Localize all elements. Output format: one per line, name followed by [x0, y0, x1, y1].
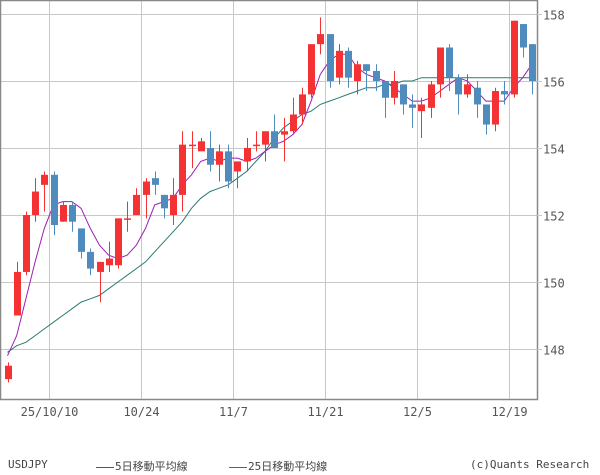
- candle: [520, 24, 527, 48]
- candle: [23, 215, 30, 272]
- y-axis: 148 150 152 154 156 158: [537, 9, 565, 358]
- x-tick-label: 25/10/10: [21, 405, 79, 419]
- candle: [483, 104, 490, 125]
- candle: [51, 174, 58, 226]
- y-tick-label: 154: [543, 143, 565, 157]
- candle: [317, 34, 324, 45]
- x-tick-label: 10/24: [123, 405, 159, 419]
- candle: [189, 144, 196, 147]
- candle: [152, 178, 159, 185]
- candle: [5, 365, 12, 380]
- candle: [198, 141, 205, 152]
- candle: [133, 194, 140, 215]
- candle: [244, 148, 251, 162]
- candle: [78, 228, 85, 252]
- y-tick-label: 148: [543, 344, 565, 358]
- ma25-line: [7, 77, 532, 353]
- candle: [409, 104, 416, 108]
- candle: [41, 174, 48, 185]
- candle: [327, 34, 334, 81]
- candle: [354, 64, 361, 81]
- candle: [69, 204, 76, 222]
- y-tick-label: 158: [543, 9, 565, 23]
- candle: [290, 114, 297, 132]
- legend-ma25-label: 25日移動平均線: [248, 460, 328, 473]
- candle: [455, 77, 462, 95]
- candle: [501, 91, 508, 95]
- candle: [446, 47, 453, 78]
- candle: [143, 181, 150, 195]
- ma5-swatch: [96, 466, 114, 468]
- candle: [299, 94, 306, 115]
- y-tick-label: 152: [543, 210, 565, 224]
- candle: [253, 144, 260, 147]
- candle: [492, 91, 499, 125]
- candle: [32, 191, 39, 215]
- candle: [225, 151, 232, 182]
- credit: (c)Quants Research: [470, 458, 590, 471]
- legend-ma25: 25日移動平均線: [229, 458, 327, 474]
- candle: [207, 148, 214, 165]
- candle: [14, 271, 21, 316]
- legend-ma5: 5日移動平均線: [96, 458, 188, 474]
- candle: [428, 84, 435, 108]
- candle: [271, 131, 278, 148]
- legend-symbol: USDJPY: [8, 458, 48, 471]
- candle: [474, 87, 481, 105]
- ma25-swatch: [229, 466, 247, 468]
- candle: [170, 194, 177, 215]
- candle: [281, 131, 288, 135]
- candle: [161, 194, 168, 209]
- candle: [373, 70, 380, 81]
- candle: [336, 50, 343, 78]
- candle: [391, 81, 398, 98]
- candle: [345, 50, 352, 78]
- y-tick-label: 150: [543, 277, 565, 291]
- candles: [5, 17, 536, 383]
- y-tick-label: 156: [543, 76, 565, 90]
- candle: [308, 44, 315, 95]
- candle: [124, 218, 131, 220]
- candle: [106, 258, 113, 266]
- candle: [97, 261, 104, 272]
- x-axis: 25/10/10 10/24 11/7 11/21 12/5 12/19: [21, 405, 528, 419]
- candle: [363, 64, 370, 71]
- candle: [464, 84, 471, 95]
- x-tick-label: 12/19: [491, 405, 527, 419]
- x-tick-label: 11/21: [307, 405, 343, 419]
- x-tick-label: 12/5: [403, 405, 432, 419]
- candle: [87, 251, 94, 269]
- candle: [179, 144, 186, 195]
- candle: [511, 20, 518, 95]
- candle: [418, 104, 425, 112]
- candle: [115, 218, 122, 266]
- candle: [60, 204, 67, 222]
- plot-frame: [0, 0, 539, 401]
- candle: [382, 81, 389, 98]
- candle: [400, 84, 407, 105]
- x-tick-label: 11/7: [219, 405, 248, 419]
- ma5-line: [7, 53, 533, 356]
- candlestick-chart: 148 150 152 154 156 158 25/10/10 10/24 11/7 11/2…: [0, 0, 565, 419]
- candle: [529, 44, 536, 81]
- candle: [437, 47, 444, 85]
- grid-lines: [0, 0, 537, 399]
- candle: [262, 131, 269, 145]
- legend-ma5-label: 5日移動平均線: [115, 460, 188, 473]
- candle: [216, 151, 223, 165]
- candle: [234, 161, 241, 172]
